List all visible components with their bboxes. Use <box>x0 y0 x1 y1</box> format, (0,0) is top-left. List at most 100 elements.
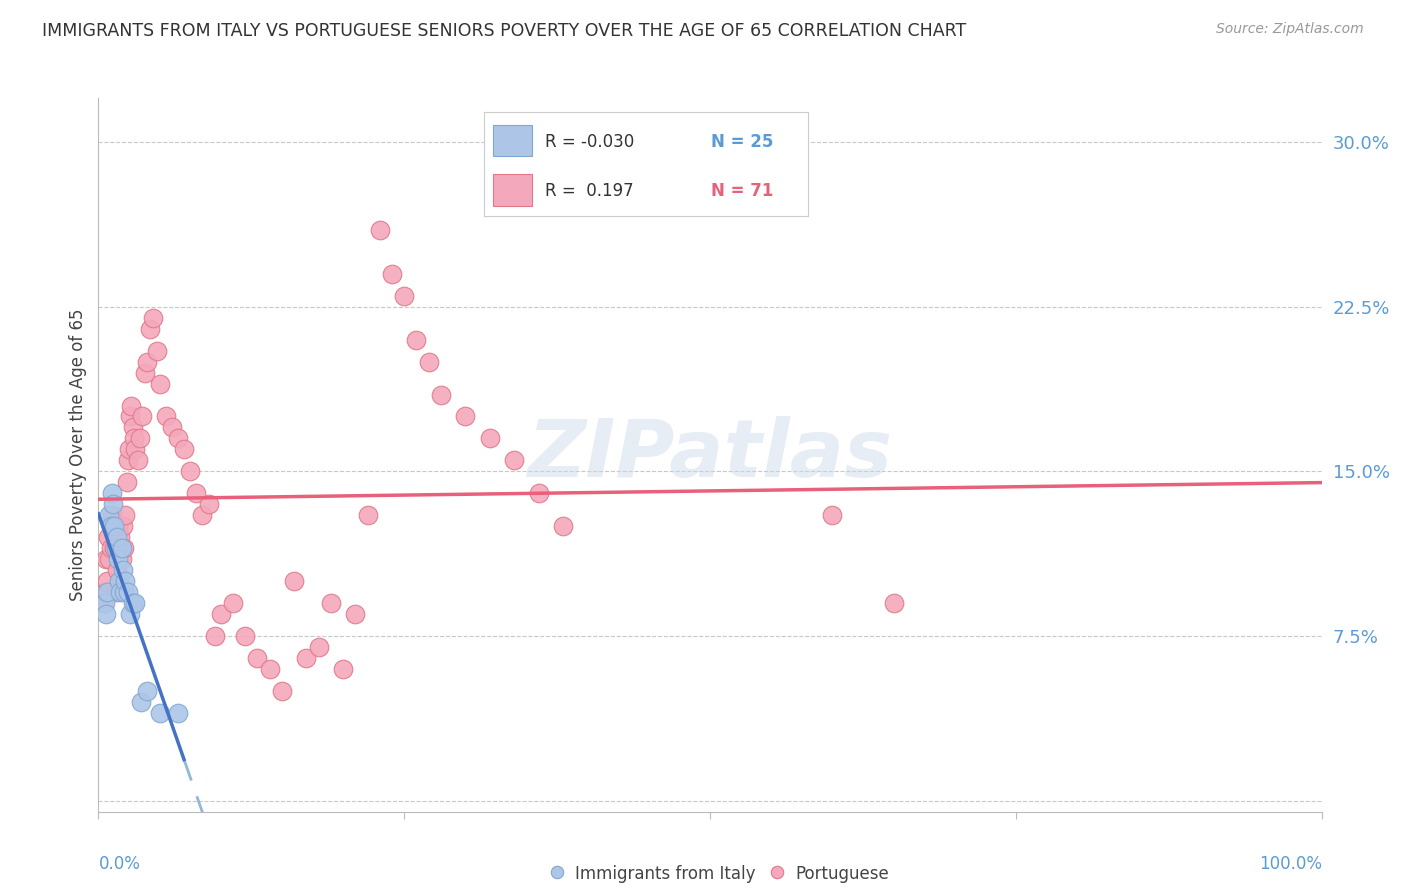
Point <box>197 497 219 511</box>
Point <box>124 596 146 610</box>
Point <box>111 541 134 556</box>
Point <box>186 486 208 500</box>
Text: IMMIGRANTS FROM ITALY VS PORTUGUESE SENIORS POVERTY OVER THE AGE OF 65 CORRELATI: IMMIGRANTS FROM ITALY VS PORTUGUESE SENI… <box>42 22 966 40</box>
Point <box>167 706 190 720</box>
Point <box>110 530 132 544</box>
Point <box>356 508 378 523</box>
Point <box>103 519 125 533</box>
Point <box>454 409 477 424</box>
Point <box>108 541 131 556</box>
Point <box>136 684 159 698</box>
Point <box>127 453 149 467</box>
Point <box>283 574 305 589</box>
Point <box>821 508 844 523</box>
Point <box>139 321 162 335</box>
Point <box>418 354 440 368</box>
Point <box>91 596 114 610</box>
Point <box>392 289 416 303</box>
Point <box>478 432 501 446</box>
Point <box>131 409 153 424</box>
Point <box>134 366 156 380</box>
Point <box>120 399 142 413</box>
Point <box>368 223 391 237</box>
Point <box>96 574 118 589</box>
Point <box>105 563 128 577</box>
Point <box>104 541 127 556</box>
Point <box>430 387 453 401</box>
Point <box>129 695 152 709</box>
Point <box>97 530 120 544</box>
Point <box>105 530 128 544</box>
Point <box>204 629 226 643</box>
Point <box>100 541 122 556</box>
Point <box>381 267 404 281</box>
Point <box>179 464 201 478</box>
Point <box>270 684 294 698</box>
Point <box>124 442 146 457</box>
Text: 0.0%: 0.0% <box>98 855 141 872</box>
Y-axis label: Seniors Poverty Over the Age of 65: Seniors Poverty Over the Age of 65 <box>69 309 87 601</box>
Point <box>100 519 122 533</box>
Point <box>115 475 138 490</box>
Point <box>173 442 195 457</box>
Point <box>112 585 135 599</box>
Point <box>503 453 526 467</box>
Point <box>167 432 190 446</box>
Point <box>527 486 550 500</box>
Point <box>129 432 152 446</box>
Point <box>120 409 142 424</box>
Point <box>149 376 172 391</box>
Point <box>110 585 132 599</box>
Point <box>107 519 129 533</box>
Point <box>118 442 141 457</box>
Point <box>108 574 131 589</box>
Point <box>142 310 165 325</box>
Point <box>114 508 136 523</box>
Point <box>101 508 124 523</box>
Point <box>136 354 159 368</box>
Point <box>111 552 134 566</box>
Point <box>246 651 269 665</box>
Point <box>101 519 124 533</box>
Text: ZIPatlas: ZIPatlas <box>527 416 893 494</box>
Point <box>98 552 121 566</box>
Point <box>93 596 115 610</box>
Point <box>319 596 342 610</box>
Point <box>101 497 124 511</box>
Point <box>308 640 330 654</box>
Point <box>120 607 142 621</box>
Point <box>103 541 125 556</box>
Point <box>295 651 318 665</box>
Point <box>883 596 905 610</box>
Point <box>101 486 124 500</box>
Point <box>94 607 117 621</box>
Point <box>122 432 145 446</box>
Point <box>149 706 172 720</box>
Point <box>96 585 118 599</box>
Point <box>191 508 214 523</box>
Text: Immigrants from Italy: Immigrants from Italy <box>575 865 756 883</box>
Point <box>98 508 121 523</box>
Point <box>405 333 427 347</box>
Point <box>112 541 135 556</box>
Point <box>553 519 575 533</box>
Text: Source: ZipAtlas.com: Source: ZipAtlas.com <box>1216 22 1364 37</box>
Text: 100.0%: 100.0% <box>1258 855 1322 872</box>
Point <box>233 629 256 643</box>
Point <box>146 343 169 358</box>
Point <box>107 552 129 566</box>
Point <box>344 607 367 621</box>
Point <box>94 552 117 566</box>
Point <box>114 574 136 589</box>
Point <box>259 662 281 676</box>
Point <box>117 453 139 467</box>
Text: Portuguese: Portuguese <box>796 865 890 883</box>
Point <box>209 607 232 621</box>
Point <box>155 409 177 424</box>
Point <box>93 585 115 599</box>
Point <box>111 563 134 577</box>
Point <box>104 585 127 599</box>
Point <box>160 420 183 434</box>
Point <box>222 596 245 610</box>
Point <box>121 420 143 434</box>
